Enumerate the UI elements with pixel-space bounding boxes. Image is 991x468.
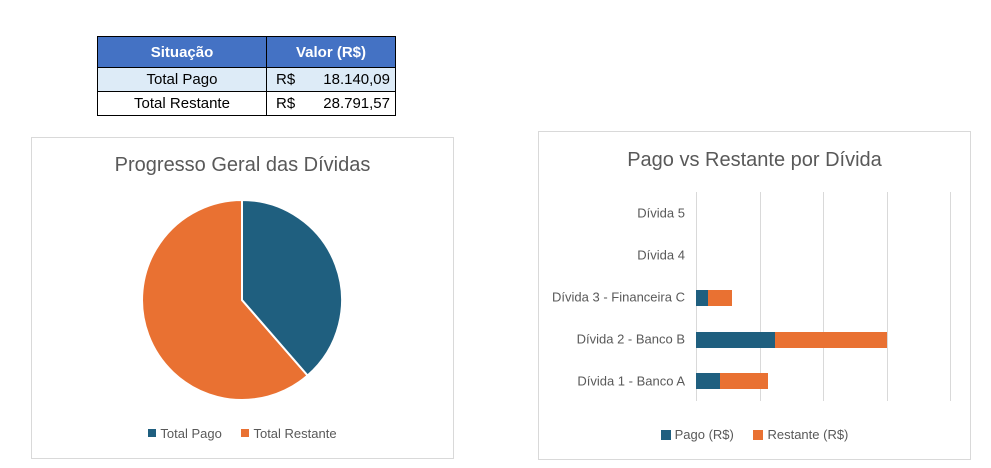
category-label: Dívida 5 xyxy=(637,205,685,221)
bar-divida-2-pago[interactable] xyxy=(696,332,775,348)
legend-item-total-pago[interactable]: Total Pago xyxy=(148,426,222,441)
category-label: Dívida 3 - Financeira C xyxy=(552,289,685,305)
header-situacao: Situação xyxy=(97,36,267,68)
currency-symbol: R$ xyxy=(276,95,296,112)
row-value: 28.791,57 xyxy=(323,95,390,112)
row-value-cell[interactable]: R$ 28.791,57 xyxy=(266,91,396,116)
category-labels: Dívida 5 Dívida 4 Dívida 3 - Financeira … xyxy=(539,132,685,459)
category-label: Dívida 2 - Banco B xyxy=(576,331,685,347)
bar-legend: Pago (R$) Restante (R$) xyxy=(539,427,970,443)
pie-chart-panel[interactable]: Progresso Geral das Dívidas Total Pago T… xyxy=(31,137,454,459)
gridline xyxy=(760,192,761,401)
bar-divida-2-restante[interactable] xyxy=(775,332,887,348)
row-label[interactable]: Total Pago xyxy=(97,67,267,92)
pie-legend: Total Pago Total Restante xyxy=(32,425,453,441)
header-valor: Valor (R$) xyxy=(266,36,396,68)
legend-swatch-icon xyxy=(148,429,157,437)
legend-swatch-icon xyxy=(753,429,764,440)
legend-item-total-restante[interactable]: Total Restante xyxy=(241,426,337,441)
bar-divida-1-restante[interactable] xyxy=(720,373,768,389)
category-label: Dívida 4 xyxy=(637,247,685,263)
gridline xyxy=(887,192,888,401)
bar-chart-title: Pago vs Restante por Dívida xyxy=(627,149,882,171)
bar-plot-area[interactable]: Dívida 5 Dívida 4 Dívida 3 - Financeira … xyxy=(539,132,970,459)
pie-chart[interactable] xyxy=(32,138,453,458)
legend-swatch-icon xyxy=(660,429,671,440)
table-row: Total Pago R$ 18.140,09 xyxy=(97,67,396,92)
gridline xyxy=(823,192,824,401)
currency-symbol: R$ xyxy=(276,71,296,88)
row-value-cell[interactable]: R$ 18.140,09 xyxy=(266,67,396,92)
pie-slice-total-pago[interactable] xyxy=(241,198,343,377)
bar-divida-3-restante[interactable] xyxy=(708,290,732,306)
legend-item-pago[interactable]: Pago (R$) xyxy=(660,427,734,442)
legend-item-restante[interactable]: Restante (R$) xyxy=(753,427,848,442)
table-row: Total Restante R$ 28.791,57 xyxy=(97,91,396,116)
gridline xyxy=(950,192,951,401)
pie-chart-title: Progresso Geral das Dívidas xyxy=(114,154,371,176)
row-label[interactable]: Total Restante xyxy=(97,91,267,116)
legend-swatch-icon xyxy=(241,429,250,437)
category-label: Dívida 1 - Banco A xyxy=(577,373,685,389)
bar-divida-1-pago[interactable] xyxy=(696,373,720,389)
bar-divida-3-pago[interactable] xyxy=(696,290,708,306)
summary-table: Situação Valor (R$) Total Pago R$ 18.140,… xyxy=(97,36,396,116)
row-value: 18.140,09 xyxy=(323,71,390,88)
pie-slice-total-restante[interactable] xyxy=(141,198,310,401)
bar-chart-panel[interactable]: Pago vs Restante por Dívida Dívida 5 Dív… xyxy=(538,131,971,460)
